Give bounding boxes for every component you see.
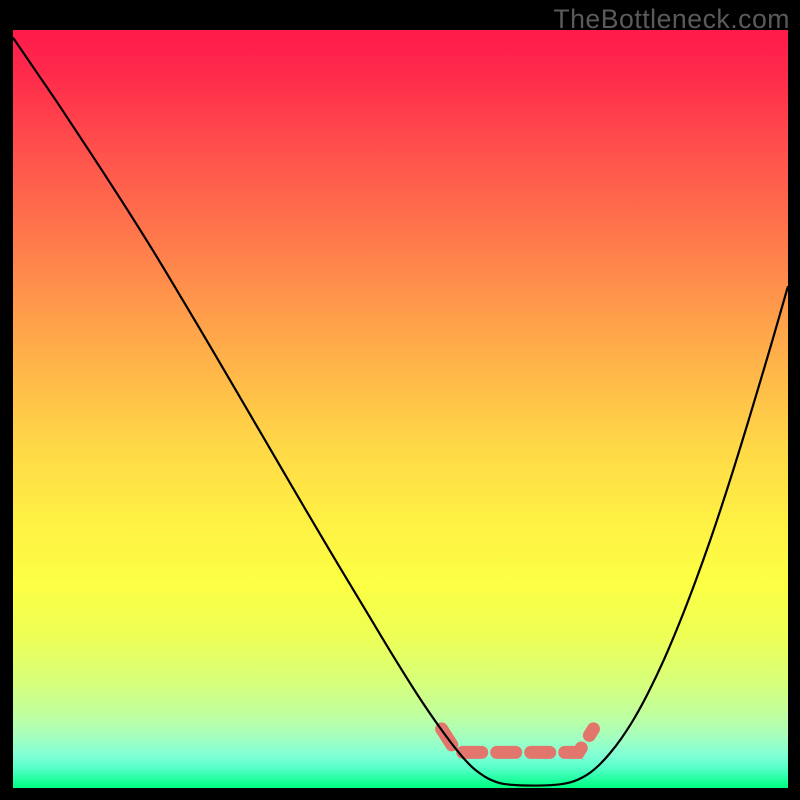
bottleneck-curve [13, 38, 788, 786]
watermark-text: TheBottleneck.com [553, 4, 790, 35]
bottleneck-flat-zone-marker [442, 729, 594, 753]
chart-svg-layer [13, 30, 788, 788]
chart-container: TheBottleneck.com [0, 0, 800, 800]
